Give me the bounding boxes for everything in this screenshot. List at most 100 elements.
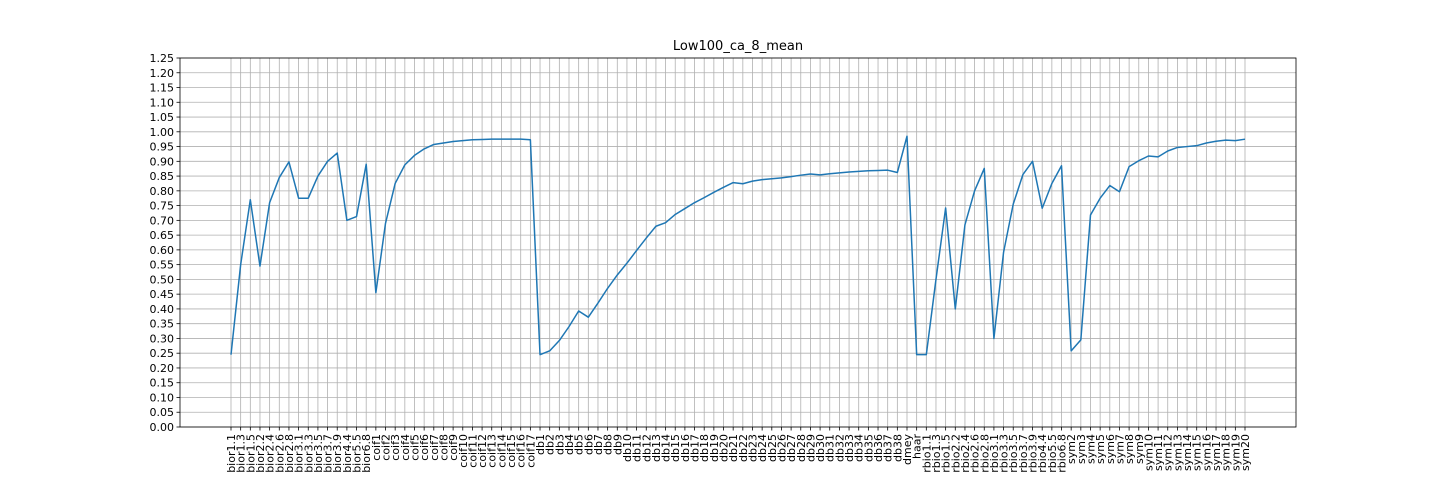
x-tick-label: db6 xyxy=(582,434,595,455)
x-tick-label: db37 xyxy=(882,434,895,462)
x-tick-label: db36 xyxy=(872,434,885,462)
x-tick-label: sym8 xyxy=(1123,434,1136,464)
x-tick-label: db28 xyxy=(795,434,808,462)
x-tick-label: bior1.5 xyxy=(244,434,257,473)
y-tick-label: 1.05 xyxy=(150,111,175,124)
y-tick-label: 0.65 xyxy=(150,229,175,242)
y-tick-label: 1.25 xyxy=(150,52,175,65)
x-tick-label: rbio4.4 xyxy=(1036,434,1049,473)
x-tick-label: bior2.8 xyxy=(283,434,296,473)
x-tick-label: coif4 xyxy=(399,434,412,461)
x-tick-label: sym19 xyxy=(1229,434,1242,471)
x-tick-label: sym11 xyxy=(1152,434,1165,471)
x-tick-label: db25 xyxy=(766,434,779,462)
x-tick-label: db38 xyxy=(891,434,904,462)
x-tick-label: coif1 xyxy=(370,434,383,461)
x-tick-label: rbio6.8 xyxy=(1056,434,1069,473)
grid-lines xyxy=(180,57,1296,428)
x-tick-label: db2 xyxy=(544,434,557,455)
x-tick-label: db32 xyxy=(833,434,846,462)
x-tick-label: rbio3.9 xyxy=(1027,434,1040,473)
x-tick-label: coif9 xyxy=(447,434,460,461)
y-tick-label: 1.10 xyxy=(150,96,175,109)
x-tick-label: db9 xyxy=(611,434,624,455)
x-tick-label: coif8 xyxy=(437,434,450,461)
x-tick-label: sym3 xyxy=(1075,434,1088,464)
x-tick-label: sym12 xyxy=(1162,434,1175,471)
x-tick-label: sym5 xyxy=(1094,434,1107,464)
x-tick-label: rbio1.1 xyxy=(920,434,933,473)
x-tick-label: db21 xyxy=(727,434,740,462)
x-tick-label: sym20 xyxy=(1239,434,1252,471)
x-tick-label: db14 xyxy=(660,434,673,462)
x-tick-label: db29 xyxy=(804,434,817,462)
x-tick-label: db19 xyxy=(708,434,721,462)
x-tick-label: rbio2.4 xyxy=(959,434,972,473)
y-tick-label: 0.90 xyxy=(150,155,175,168)
x-tick-label: bior3.5 xyxy=(312,434,325,473)
x-tick-label: db10 xyxy=(621,434,634,462)
x-tick-label: db27 xyxy=(785,434,798,462)
x-tick-label: db3 xyxy=(553,434,566,455)
x-tick-label: bior3.7 xyxy=(322,434,335,473)
y-tick-label: 1.00 xyxy=(150,126,175,139)
x-tick-label: db30 xyxy=(814,434,827,462)
x-tick-label: db22 xyxy=(737,434,750,462)
x-tick-label: bior1.1 xyxy=(225,434,238,473)
x-tick-label: coif16 xyxy=(515,434,528,468)
x-tick-label: coif14 xyxy=(495,434,508,468)
x-tick-label: db16 xyxy=(679,434,692,462)
x-tick-label: sym6 xyxy=(1104,434,1117,464)
x-tick-label: sym10 xyxy=(1142,434,1155,471)
y-tick-label: 0.80 xyxy=(150,185,175,198)
y-axis-ticks: 0.00 0.05 0.100.15 0.20 0.25 0.300.35 0.40 0.45… xyxy=(150,52,180,434)
x-tick-label: db4 xyxy=(563,434,576,455)
x-tick-label: bior1.3 xyxy=(235,434,248,473)
y-tick-label: 0.45 xyxy=(150,288,175,301)
x-tick-label: coif5 xyxy=(408,434,421,461)
y-tick-label: 0.25 xyxy=(150,347,175,360)
x-tick-label: coif15 xyxy=(505,434,518,468)
x-tick-label: db24 xyxy=(756,434,769,462)
x-tick-label: db26 xyxy=(775,434,788,462)
x-tick-label: bior2.4 xyxy=(264,434,277,473)
x-tick-label: coif12 xyxy=(476,434,489,468)
x-tick-label: bior3.3 xyxy=(302,434,315,473)
y-tick-label: 0.35 xyxy=(150,318,175,331)
x-tick-label: db12 xyxy=(640,434,653,462)
x-tick-label: db17 xyxy=(689,434,702,462)
x-tick-label: rbio2.2 xyxy=(949,434,962,473)
x-tick-label: coif11 xyxy=(466,434,479,468)
x-tick-label: rbio1.3 xyxy=(930,434,943,473)
x-tick-label: sym9 xyxy=(1133,434,1146,464)
x-tick-label: db18 xyxy=(698,434,711,462)
y-tick-label: 0.05 xyxy=(150,406,175,419)
x-tick-label: haar xyxy=(911,434,924,459)
series-layer xyxy=(230,135,1246,356)
x-tick-label: coif3 xyxy=(389,434,402,461)
x-tick-label: rbio2.8 xyxy=(978,434,991,473)
x-tick-label: sym4 xyxy=(1084,434,1097,464)
x-tick-label: db13 xyxy=(650,434,663,462)
x-tick-label: sym16 xyxy=(1200,434,1213,471)
y-tick-label: 0.50 xyxy=(150,273,175,286)
x-tick-label: bior4.4 xyxy=(341,434,354,473)
x-tick-label: bior2.2 xyxy=(254,434,267,473)
x-tick-label: coif10 xyxy=(457,434,470,468)
y-tick-label: 0.75 xyxy=(150,200,175,213)
y-tick-label: 1.20 xyxy=(150,67,175,80)
y-tick-label: 0.40 xyxy=(150,303,175,316)
x-tick-label: db35 xyxy=(862,434,875,462)
x-tick-label: bior6.8 xyxy=(360,434,373,473)
series-line xyxy=(230,135,1246,356)
x-tick-label: bior3.1 xyxy=(293,434,306,473)
x-tick-label: sym13 xyxy=(1171,434,1184,471)
x-tick-label: dmey xyxy=(901,434,914,465)
y-tick-label: 1.15 xyxy=(150,82,175,95)
y-tick-label: 0.10 xyxy=(150,391,175,404)
y-tick-label: 0.70 xyxy=(150,214,175,227)
x-tick-label: db33 xyxy=(843,434,856,462)
